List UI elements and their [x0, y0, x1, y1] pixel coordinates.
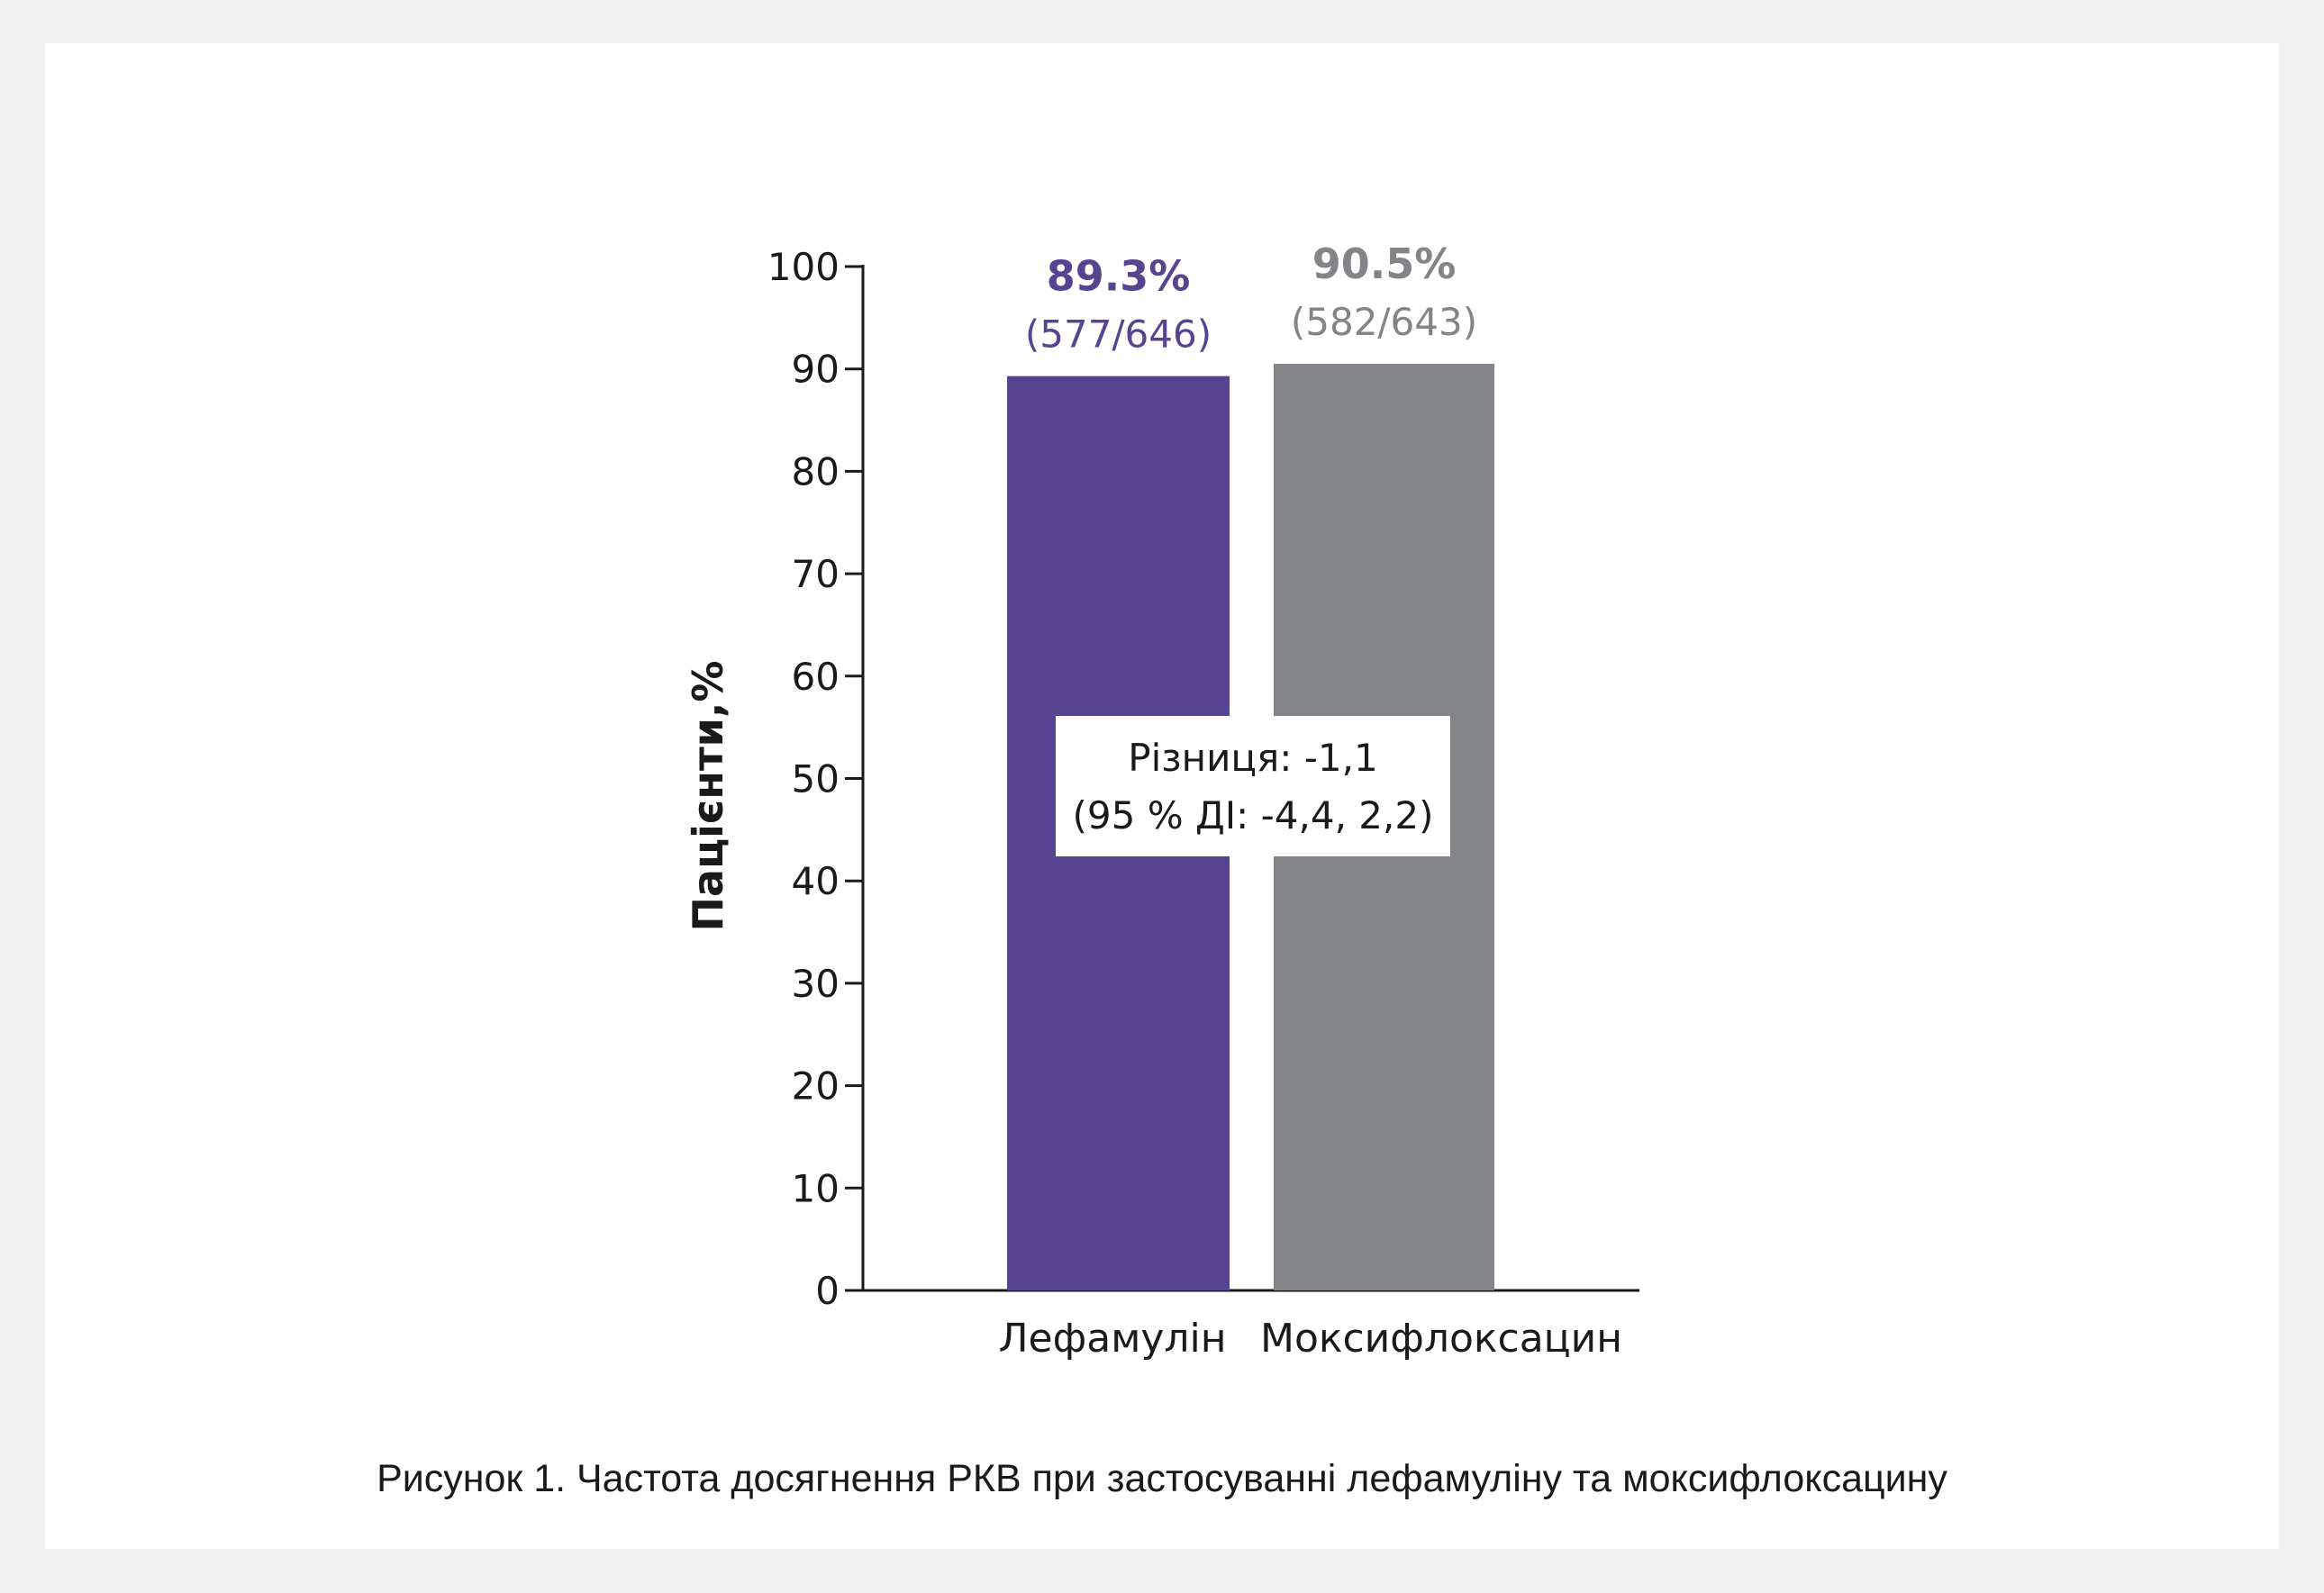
axes: 0 10 20 30 40 50 60 70 80 90 100: [767, 245, 1639, 1313]
y-tick-label: 40: [792, 859, 840, 903]
y-tick-label: 90: [792, 348, 840, 392]
bar-value-label: 89.3%: [1047, 252, 1191, 301]
difference-box: [1056, 716, 1450, 856]
y-tick-label: 30: [792, 962, 840, 1006]
difference-annotation: Різниця: -1,1 (95 % ДІ: -4,4, 2,2): [1056, 716, 1450, 856]
bar-fraction-label: (577/646): [1025, 312, 1212, 357]
y-tick-label: 70: [792, 552, 840, 596]
y-tick-label: 20: [792, 1064, 840, 1109]
difference-line-1: Різниця: -1,1: [1128, 736, 1377, 780]
category-label: Лефамулін: [998, 1316, 1226, 1362]
bar-chart: Пацієнти,% 0 10 20 30 40 50 60 70 80 90 100 89.3% (…: [684, 240, 1639, 1362]
y-tick-label: 100: [767, 245, 840, 289]
y-axis-label: Пацієнти,%: [684, 661, 732, 932]
y-tick-label: 10: [792, 1166, 840, 1210]
figure-card: Пацієнти,% 0 10 20 30 40 50 60 70 80 90 100 89.3% (…: [45, 43, 2279, 1549]
y-tick-label: 0: [815, 1269, 840, 1313]
bar-value-label: 90.5%: [1312, 240, 1457, 288]
bar-fraction-label: (582/643): [1291, 300, 1477, 344]
y-tick-label: 80: [792, 449, 840, 493]
category-label: Моксифлоксацин: [1260, 1316, 1622, 1362]
y-tick-label: 60: [792, 655, 840, 699]
difference-line-2: (95 % ДІ: -4,4, 2,2): [1073, 793, 1434, 837]
figure-caption: Рисунок 1. Частота досягнення РКВ при за…: [377, 1457, 1947, 1500]
y-tick-label: 50: [792, 757, 840, 801]
